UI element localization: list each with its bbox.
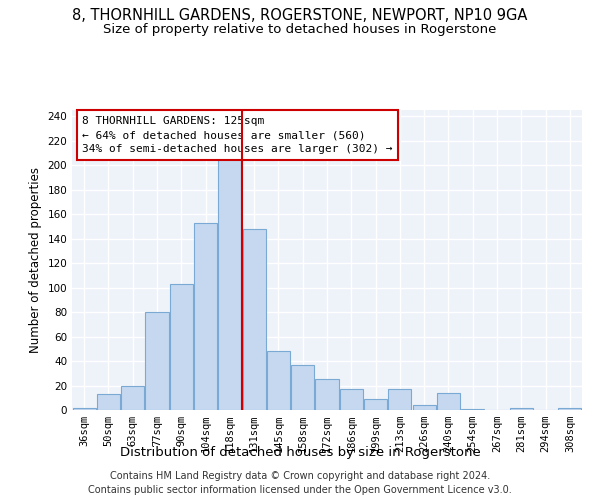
Bar — [121, 386, 144, 410]
Bar — [437, 393, 460, 410]
Y-axis label: Number of detached properties: Number of detached properties — [29, 167, 42, 353]
Text: 8, THORNHILL GARDENS, ROGERSTONE, NEWPORT, NP10 9GA: 8, THORNHILL GARDENS, ROGERSTONE, NEWPOR… — [73, 8, 527, 22]
Bar — [97, 394, 120, 410]
Bar — [194, 222, 217, 410]
Bar — [218, 128, 241, 410]
Bar — [413, 405, 436, 410]
Bar — [388, 389, 412, 410]
Bar — [145, 312, 169, 410]
Bar — [242, 229, 266, 410]
Bar — [510, 408, 533, 410]
Bar — [316, 380, 338, 410]
Bar — [364, 399, 387, 410]
Text: 8 THORNHILL GARDENS: 125sqm
← 64% of detached houses are smaller (560)
34% of se: 8 THORNHILL GARDENS: 125sqm ← 64% of det… — [82, 116, 392, 154]
Text: Contains HM Land Registry data © Crown copyright and database right 2024.
Contai: Contains HM Land Registry data © Crown c… — [88, 471, 512, 495]
Text: Size of property relative to detached houses in Rogerstone: Size of property relative to detached ho… — [103, 22, 497, 36]
Bar — [291, 364, 314, 410]
Bar — [170, 284, 193, 410]
Bar — [559, 408, 581, 410]
Bar — [73, 408, 95, 410]
Bar — [340, 389, 363, 410]
Text: Distribution of detached houses by size in Rogerstone: Distribution of detached houses by size … — [119, 446, 481, 459]
Bar — [267, 351, 290, 410]
Bar — [461, 409, 484, 410]
